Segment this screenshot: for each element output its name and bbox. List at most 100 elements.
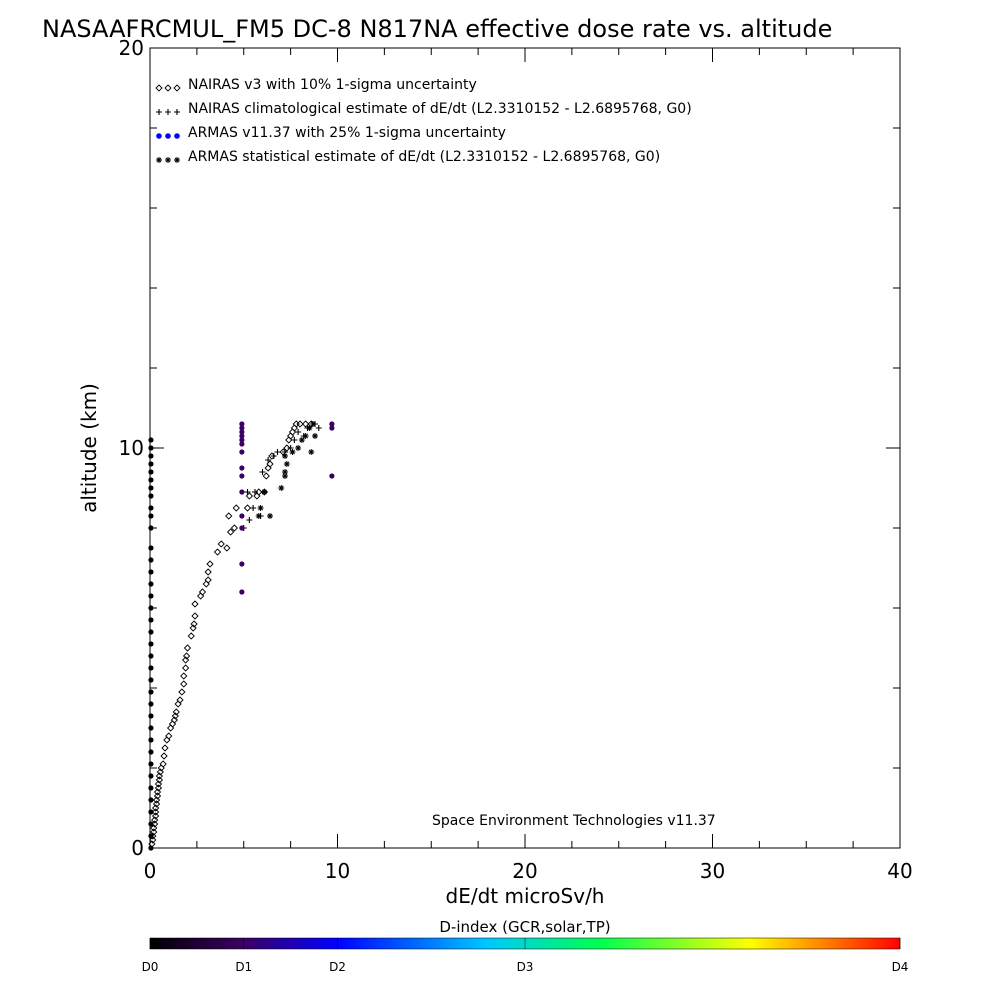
data-point [165,732,173,740]
data-point [148,617,154,623]
data-point [198,588,207,596]
data-point [148,785,154,791]
data-point [265,457,272,463]
data-point [190,620,198,628]
data-point [239,589,245,595]
data-point [148,453,154,459]
data-point [148,641,154,647]
data-point [148,493,154,499]
data-point [149,836,157,844]
data-point [329,421,335,427]
data-point [289,449,296,455]
data-point [257,505,264,511]
data-point [154,784,163,792]
legend-label: NAIRAS climatological estimate of dE/dt … [188,101,692,117]
data-point [172,708,180,716]
data-point [148,485,154,491]
data-point [283,444,291,452]
data-point [150,824,158,832]
data-point [246,517,253,523]
data-point [262,472,270,480]
data-point [189,624,197,632]
colorbar-label: D2 [329,960,346,974]
data-point [239,525,245,531]
plot-area [149,47,901,849]
data-point [148,513,154,519]
legend-marker [164,84,172,92]
legend-marker [174,109,180,115]
data-point [270,453,277,459]
data-point [288,428,297,436]
data-point [191,600,199,608]
data-point [170,716,179,724]
data-point [176,696,184,704]
colorbar-label: D4 [892,960,909,974]
legend-marker [174,133,180,139]
data-point [196,592,205,600]
legend-marker [155,84,163,92]
series-diamond [148,420,315,848]
legend-label: ARMAS v11.37 with 25% 1-sigma uncertaint… [188,125,506,141]
data-point [151,816,159,824]
data-point [239,437,245,443]
data-point [148,797,154,803]
data-point [148,477,154,483]
data-point [225,512,233,520]
data-point [148,581,154,587]
data-point [310,421,317,427]
data-point [148,469,154,475]
data-point [255,488,263,496]
x-tick-label: 10 [325,859,350,883]
data-point [155,776,164,784]
data-point [148,605,154,611]
series-asterisk [255,421,318,519]
data-point [202,580,210,588]
data-point [291,437,298,443]
data-point [239,421,245,427]
data-point [239,429,245,435]
data-point [148,545,154,551]
data-point [152,800,161,808]
data-point [181,656,190,664]
data-point [239,465,245,471]
data-point [166,724,175,732]
data-point [151,804,160,812]
data-point [232,504,240,512]
data-point [148,773,154,779]
data-point [204,576,212,584]
colorbar-label: D3 [517,960,534,974]
legend-marker [165,109,171,115]
data-point [148,461,154,467]
data-point [183,644,192,652]
data-point [153,788,162,796]
data-point [239,441,245,447]
x-tick-label: 40 [887,859,912,883]
data-point [261,489,268,495]
data-point [315,425,322,431]
data-point [148,437,154,443]
x-tick-label: 20 [512,859,537,883]
data-point [148,749,154,755]
data-point [329,473,335,479]
data-point [171,712,179,720]
x-tick-label: 30 [700,859,725,883]
data-point [267,513,273,519]
data-point [244,489,251,495]
data-point [298,437,305,443]
data-point [150,828,158,836]
data-point [168,720,177,728]
colorbar-ticks: D0 D1 D2 D3 D4 [142,938,909,974]
data-point [306,425,313,431]
data-point [302,433,309,439]
data-point [250,505,257,511]
data-point [290,424,299,432]
data-point [148,833,154,839]
data-point [160,752,168,760]
data-point [148,653,154,659]
data-point [243,504,252,512]
colorbar-label: D1 [235,960,252,974]
data-point [148,677,154,683]
data-point [148,569,154,575]
data-point [180,680,188,688]
